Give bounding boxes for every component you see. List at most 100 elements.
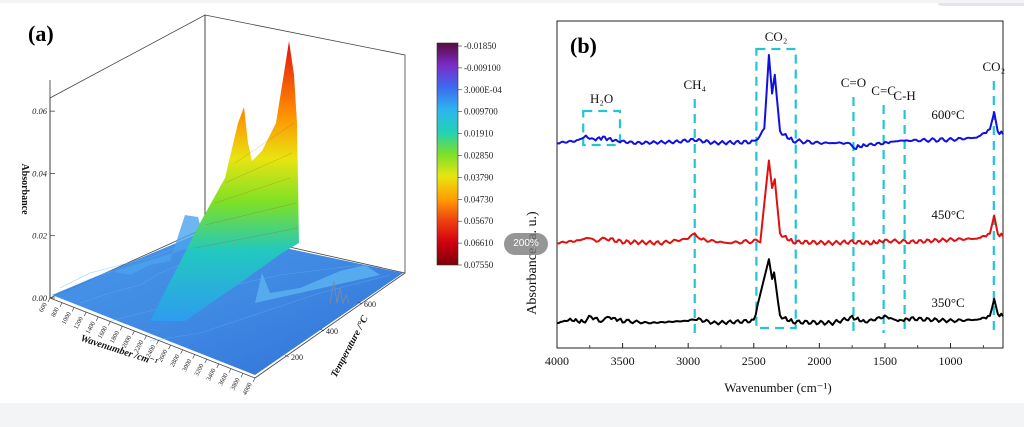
surface-peak-mesh [194,122,299,249]
x-tick-label-a: 600 [38,302,49,314]
series-labels: 600°C 450°C 350°C [931,107,964,310]
series-label: 600°C [931,107,964,122]
annotation-box [755,47,797,330]
x-tick-a [59,302,63,307]
x-tick-label-b: 3000 [676,354,700,368]
annotation-label: H₂O [590,91,613,106]
colorbar-label: 0.06610 [464,238,494,248]
x-tick-label-b: 1000 [939,354,963,368]
x-tick-label-b: 2000 [807,354,831,368]
x-tick-label-a: 3800 [229,377,241,392]
surface-ridge-right [255,265,380,303]
colorbar-label: -0.009100 [464,63,501,73]
colorbar-label: 0.05670 [464,216,494,226]
x-tick-label-a: 1200 [73,316,85,331]
x-tick-a [71,307,75,312]
x-axis-label-b: Wavenumber (cm⁻¹) [724,380,832,395]
figure-svg: (a) [19,14,1006,397]
x-axis-b: 4000 3500 3000 2500 2000 1500 1000 [545,343,984,368]
x-tick-a [192,354,195,359]
y-tick-label-a: 400 [326,327,338,336]
surface-ridge-left [70,215,205,285]
x-tick-label-b: 4000 [545,354,569,368]
x-tick-a [144,335,147,340]
z-tick-label: 0.02 [32,231,48,241]
colorbar-label: 0.03790 [464,172,494,182]
y-tick-a [319,328,325,332]
y-tick-a [357,301,363,305]
annotation-label: C=C [871,83,896,98]
z-axis: 0.00 0.02 0.04 0.06 [32,80,55,303]
x-tick-a [83,311,87,317]
colorbar-label: 0.07550 [464,260,494,270]
annotation-box [582,109,622,147]
colorbar-label: 3.000E-04 [464,85,502,95]
series-label: 350°C [931,295,964,310]
figure-canvas: (a) [0,3,1024,403]
x-tick-label-a: 2800 [169,353,181,368]
colorbar-label: 0.04730 [464,194,494,204]
y-tick-a [284,354,290,358]
y-tick-label-a: 200 [291,353,303,362]
colorbar-label: 0.01910 [464,129,494,139]
x-tick-a [108,321,111,326]
zoom-level-badge[interactable]: 200% [504,233,548,255]
x-tick-a [95,316,99,321]
series-label: 450°C [931,207,964,222]
x-tick-label-a: 4000 [241,382,253,397]
spectrum-line [556,54,1004,150]
x-tick-a [252,377,256,383]
x-tick-label-a: 2600 [157,349,169,364]
panel-a: (a) [19,14,502,397]
x-tick-a [228,368,232,373]
colorbar [436,42,459,266]
annotation-label: CO₂ [765,29,788,44]
band-annotations: H₂O CH₄ CO₂ C=O C=CC-H CO₂ [582,29,1006,333]
x-tick-label-a: 3200 [193,363,205,378]
window-top-strip [938,3,1024,6]
x-tick-a [156,340,159,345]
x-tick-a [120,326,123,331]
y-tick-label-a: 600 [364,300,376,309]
x-tick-label-a: 3600 [217,372,229,387]
z-tick-label: 0.04 [32,168,48,178]
annotation-label: C-H [893,88,915,103]
x-tick-a [204,359,208,364]
x-tick-a [168,344,171,350]
panel-b: (b) H₂O CH₄ CO₂ C=O C=CC-H CO₂ 600°C 450°C 350°… [525,20,1006,395]
spectrum-line [556,258,1004,326]
x-tick-a [47,297,51,303]
x-tick-a [216,363,220,369]
x-tick-label-a: 1000 [61,311,73,326]
page-bottom-band [0,403,1024,427]
x-tick-label-a: 3400 [205,368,217,383]
annotation-label: C=O [841,75,866,90]
panel-a-label: (a) [28,21,54,46]
plot-frame-b [556,20,1004,349]
annotation-label: CO₂ [983,59,1006,74]
colorbar-label: 0.02850 [464,151,494,161]
x-tick-label-b: 1500 [873,354,897,368]
y-axis-label-a: Temperature /°C [329,314,371,380]
colorbar-label: -0.01850 [464,41,497,51]
surface-co2-peak [150,41,299,321]
x-tick-label-a: 1400 [85,320,97,335]
z-axis-label: Absorbance [19,163,30,215]
annotation-label: CH₄ [683,77,706,92]
x-tick-label-a: 3000 [181,358,193,373]
spectrum-line [556,159,1004,246]
colorbar-labels: -0.01850 -0.009100 3.000E-04 0.009700 0.0191… [458,41,502,270]
x-tick-label-a: 800 [50,306,61,318]
panel-b-label: (b) [570,33,597,58]
spectra-lines [556,54,1004,326]
y-axis-temperature: 200 400 600 [284,300,376,362]
x-tick-label-b: 2500 [742,354,766,368]
z-tick-label: 0.06 [32,106,48,116]
colorbar-label: 0.009700 [464,107,498,117]
x-tick-a [240,373,244,378]
z-tick-label: 0.00 [32,293,48,303]
y-axis-label-b: Absorbance (a. u.) [525,211,540,315]
x-tick-a [180,349,183,354]
x-tick-label-b: 3500 [611,354,635,368]
surface-noise-spikes [329,280,350,305]
